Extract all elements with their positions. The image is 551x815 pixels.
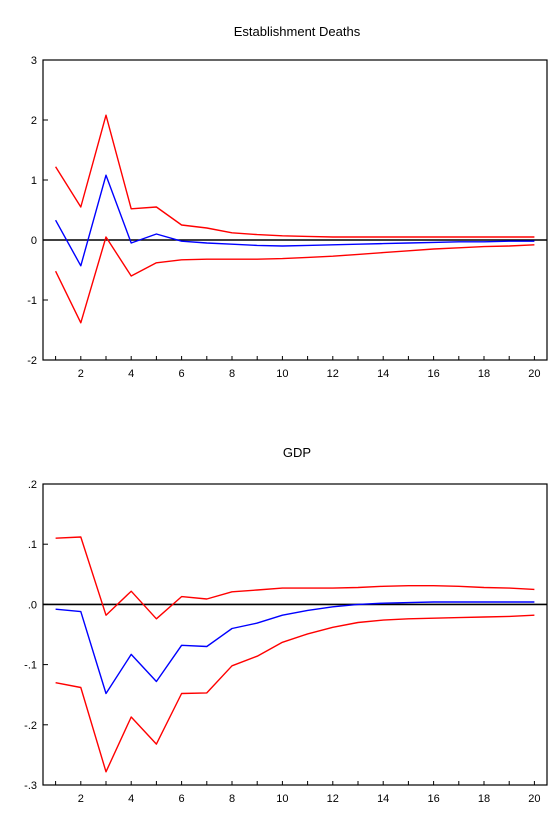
chart-title: Establishment Deaths	[234, 24, 361, 39]
upper-band-line	[55, 536, 535, 620]
chart-panel-gdp: GDP -.3 -.2 -.1 .0 .1 .2 2 4 6 8 10 12 14 16 18 20	[24, 445, 548, 805]
y-tick-label: 3	[31, 55, 37, 67]
x-tick-label: 14	[377, 793, 389, 805]
plot-frame	[42, 59, 548, 361]
y-tick-label: .0	[28, 599, 37, 611]
lower-band-line	[54, 236, 535, 324]
y-tick-label: -1	[27, 295, 37, 307]
x-tick-label: 4	[128, 793, 134, 805]
x-tick-label: 6	[179, 368, 185, 380]
x-tick-label: 10	[276, 368, 288, 380]
x-tick-label: 2	[78, 793, 84, 805]
x-tick-label: 16	[427, 368, 439, 380]
y-tick-label: -2	[27, 355, 37, 367]
y-tick-label: .1	[28, 539, 37, 551]
x-tick-label: 12	[327, 368, 339, 380]
x-tick-label: 20	[528, 368, 540, 380]
x-tick-label: 14	[377, 368, 389, 380]
x-tick-label: 6	[179, 793, 185, 805]
x-tick-label: 16	[427, 793, 439, 805]
upper-band-line	[55, 114, 535, 238]
response-line	[54, 174, 535, 267]
y-tick-label: -.1	[24, 660, 37, 672]
x-tick-label: 20	[528, 793, 540, 805]
y-tick-label: .2	[28, 479, 37, 491]
x-tick-label: 18	[478, 793, 490, 805]
response-line	[55, 601, 535, 695]
x-tick-label: 10	[276, 793, 288, 805]
x-tick-label: 8	[229, 793, 235, 805]
y-tick-label: -.3	[24, 780, 37, 792]
x-tick-label: 4	[128, 368, 134, 380]
y-tick-label: 1	[31, 175, 37, 187]
plot-frame	[42, 483, 548, 786]
x-tick-label: 12	[327, 793, 339, 805]
y-tick-label: -.2	[24, 720, 37, 732]
y-tick-label: 2	[31, 115, 37, 127]
y-tick-label: 0	[31, 235, 37, 247]
x-tick-label: 2	[78, 368, 84, 380]
lower-band-line	[55, 614, 535, 773]
x-tick-label: 18	[478, 368, 490, 380]
x-tick-label: 8	[229, 368, 235, 380]
chart-title: GDP	[283, 445, 311, 460]
